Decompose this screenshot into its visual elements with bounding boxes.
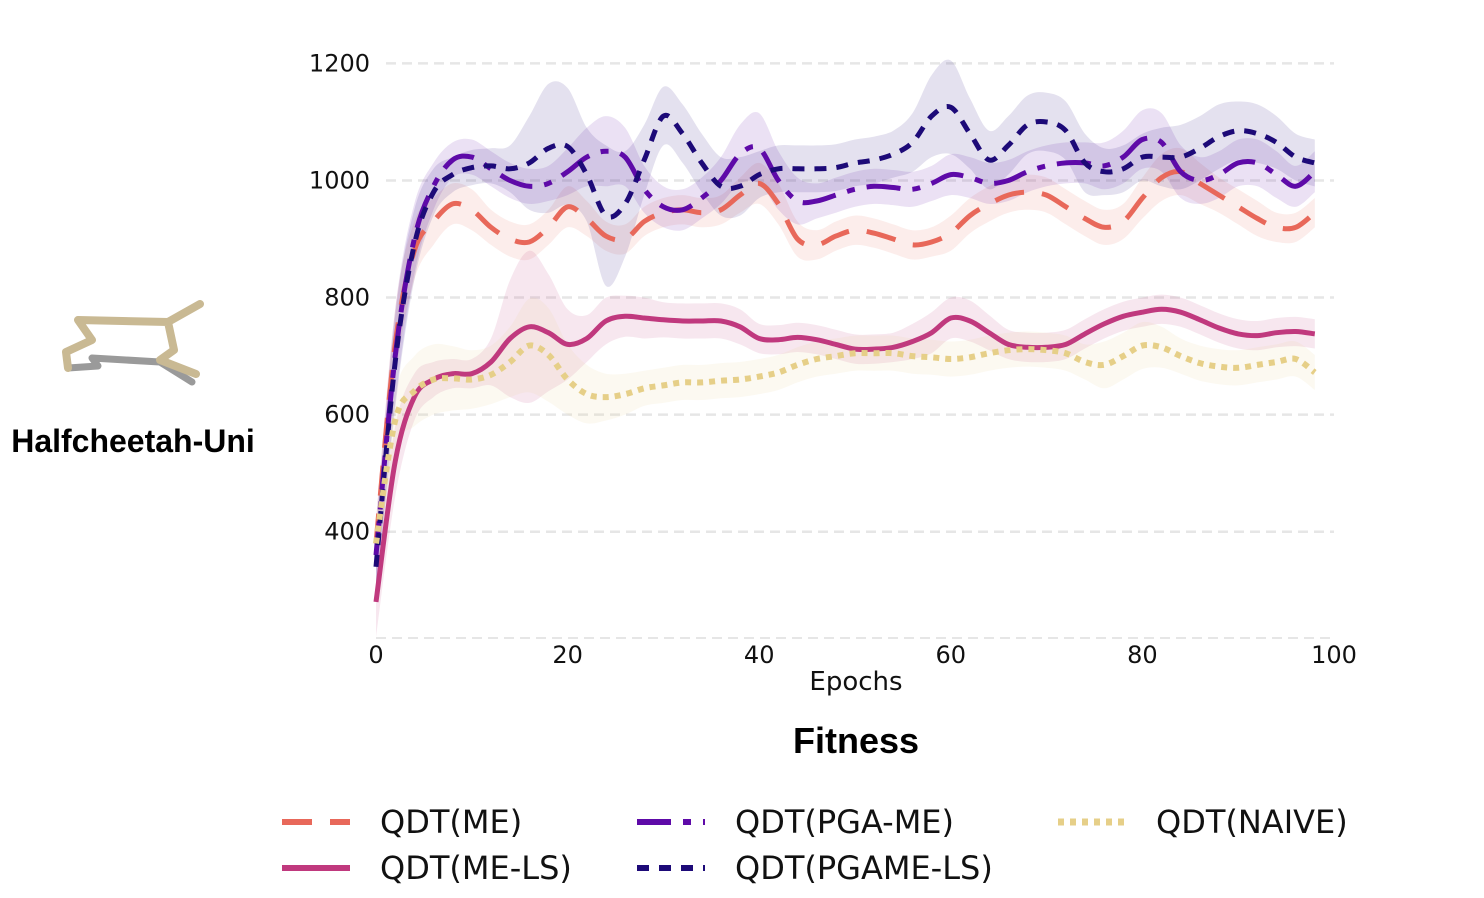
legend-label: QDT(PGAME-LS): [735, 849, 993, 887]
x-tick-label: 60: [936, 641, 967, 669]
grid-lines: [376, 62, 1334, 639]
x-tick-label: 0: [368, 641, 383, 669]
x-tick-label: 40: [744, 641, 775, 669]
axis-ticks: 400 600 800 1000 1200 0 20 40 60 80 100: [309, 49, 1357, 669]
y-tick-label: 400: [324, 518, 370, 546]
series-line: [373, 341, 1317, 544]
y-tick-label: 1200: [309, 49, 370, 77]
series-line: [373, 168, 1317, 544]
y-tick-label: 800: [324, 284, 370, 312]
series-line: [373, 104, 1316, 568]
series-line: [373, 306, 1316, 603]
series-line: [373, 135, 1317, 556]
series-lines: [373, 104, 1317, 603]
legend-label: QDT(NAIVE): [1156, 803, 1348, 841]
chart-title: Fitness: [793, 720, 919, 761]
environment-label: Halfcheetah-Uni: [11, 423, 255, 459]
halfcheetah-robot-icon: [62, 300, 204, 386]
band-QDT(NAIVE): [376, 297, 1315, 567]
band-QDT(PGAME-LS): [376, 59, 1315, 602]
x-tick-label: 80: [1127, 641, 1158, 669]
legend-label: QDT(ME): [380, 803, 522, 841]
legend-label: QDT(ME-LS): [380, 849, 572, 887]
x-axis-label: Epochs: [809, 667, 902, 697]
band-QDT(ME): [376, 147, 1315, 567]
x-tick-label: 100: [1311, 641, 1357, 669]
y-tick-label: 1000: [309, 166, 370, 194]
x-tick-label: 20: [552, 641, 583, 669]
band-QDT(ME-LS): [376, 250, 1315, 638]
legend: QDT(ME) QDT(ME-LS) QDT(PGA-ME) QDT(PGAME-LS…: [282, 803, 1348, 887]
y-tick-label: 600: [324, 401, 370, 429]
legend-label: QDT(PGA-ME): [735, 803, 954, 841]
